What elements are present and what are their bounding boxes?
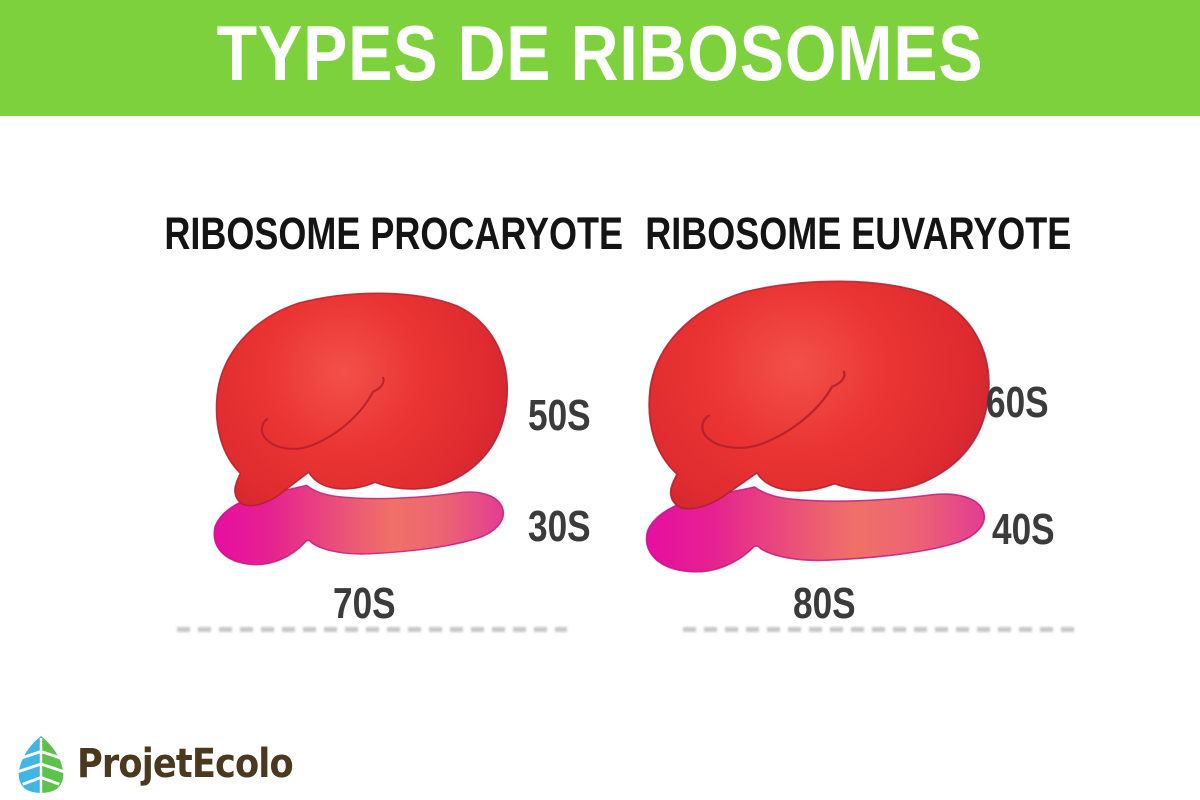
ribosome-drawing xyxy=(213,292,509,566)
prokaryote-heading-text: RIBOSOME PROCARYOTE xyxy=(164,208,624,259)
eukaryote-ribosome-illustration xyxy=(645,280,991,574)
blurred-caption-line xyxy=(683,627,1077,632)
prokaryote-heading: RIBOSOME PROCARYOTE xyxy=(107,211,623,256)
prokaryote-small-subunit-label: 30S xyxy=(528,502,591,551)
eukaryote-heading: RIBOSOME EUVARYOTE xyxy=(592,211,1092,256)
projetecolo-logo: ProjetEcolo xyxy=(14,733,322,795)
header-banner: TYPES DE RIBOSOMES xyxy=(0,0,1200,116)
eukaryote-large-subunit-label: 60S xyxy=(986,378,1049,427)
eukaryote-heading-text: RIBOSOME EUVARYOTE xyxy=(645,208,1072,259)
eukaryote-small-subunit-label: 40S xyxy=(992,505,1055,554)
prokaryote-complete-ribosome-label: 70S xyxy=(333,579,396,628)
prokaryote-ribosome-illustration xyxy=(213,292,509,566)
leaf-icon xyxy=(17,736,65,793)
page-title: TYPES DE RIBOSOMES xyxy=(216,9,984,97)
logo-text: ProjetEcolo xyxy=(77,741,294,787)
ribosome-drawing xyxy=(645,280,991,574)
blurred-caption-line xyxy=(177,627,567,632)
prokaryote-large-subunit-label: 50S xyxy=(528,391,591,440)
eukaryote-complete-ribosome-label: 80S xyxy=(793,579,856,628)
leaf-veins xyxy=(17,737,65,793)
